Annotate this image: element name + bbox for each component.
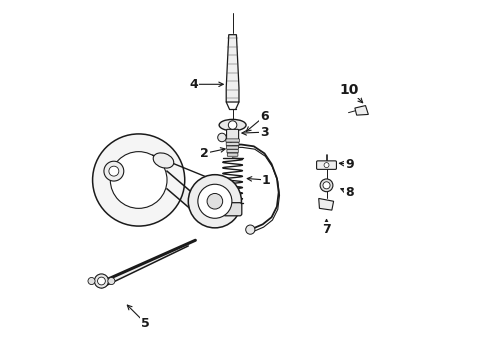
Circle shape	[110, 152, 167, 208]
Circle shape	[88, 278, 95, 284]
Circle shape	[320, 179, 333, 192]
FancyBboxPatch shape	[226, 146, 239, 149]
FancyBboxPatch shape	[226, 139, 239, 142]
Circle shape	[108, 278, 115, 284]
Polygon shape	[226, 35, 239, 102]
FancyBboxPatch shape	[223, 203, 242, 216]
FancyBboxPatch shape	[317, 161, 337, 169]
Circle shape	[324, 163, 329, 168]
FancyBboxPatch shape	[227, 149, 238, 153]
FancyBboxPatch shape	[226, 143, 239, 145]
Circle shape	[188, 175, 242, 228]
Circle shape	[95, 274, 109, 288]
Text: 8: 8	[345, 186, 354, 199]
Circle shape	[98, 277, 105, 285]
Circle shape	[245, 225, 255, 234]
Circle shape	[104, 161, 124, 181]
Text: 9: 9	[345, 158, 354, 171]
Text: 3: 3	[260, 126, 269, 139]
Polygon shape	[99, 240, 196, 288]
Text: 7: 7	[322, 223, 331, 236]
Polygon shape	[355, 105, 368, 115]
Text: 2: 2	[200, 147, 209, 160]
Text: 5: 5	[142, 317, 150, 330]
FancyBboxPatch shape	[226, 129, 239, 140]
Ellipse shape	[153, 153, 174, 168]
Text: 10: 10	[340, 82, 359, 96]
Text: 4: 4	[189, 78, 198, 91]
Circle shape	[228, 121, 237, 129]
Circle shape	[323, 182, 330, 189]
Circle shape	[93, 134, 185, 226]
Polygon shape	[167, 171, 192, 210]
Circle shape	[109, 166, 119, 176]
Circle shape	[198, 184, 232, 218]
Circle shape	[207, 193, 222, 209]
Text: 6: 6	[260, 110, 269, 123]
FancyBboxPatch shape	[227, 153, 238, 156]
Text: 1: 1	[262, 174, 270, 186]
Ellipse shape	[219, 120, 246, 131]
Circle shape	[218, 133, 226, 142]
Polygon shape	[318, 198, 334, 210]
